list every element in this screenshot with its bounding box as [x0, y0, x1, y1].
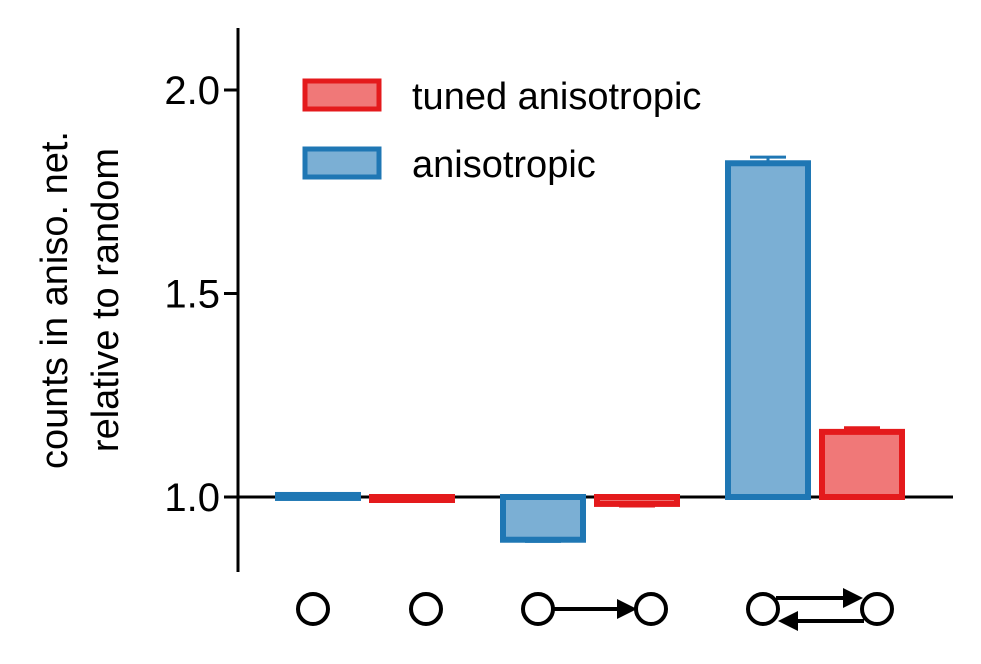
node-circle: [521, 592, 555, 626]
tuned-anisotropic-bar-2: [594, 494, 680, 507]
legend-swatch-0: [302, 78, 382, 112]
anisotropic-bar-3: [725, 160, 811, 500]
arrow-head: [617, 599, 637, 619]
node-circle: [634, 592, 668, 626]
arrow-head-back: [778, 611, 798, 631]
plot-area: 1.0 1.5 2.0 tuned anisotropic anisotropic: [164, 28, 953, 631]
arrow-head-forward: [843, 588, 863, 608]
reciprocal-connection-icon: [746, 588, 894, 631]
legend-label-0: tuned anisotropic: [412, 76, 701, 118]
y-tick-label-0: 1.0: [164, 476, 220, 520]
y-axis-title-line-2: relative to random: [85, 148, 127, 452]
tuned-anisotropic-bar-3: [819, 428, 905, 501]
anisotropic-bar-2: [500, 494, 586, 543]
node-circle: [746, 592, 780, 626]
node-circle: [409, 592, 443, 626]
y-tick-label-2: 2.0: [164, 69, 220, 113]
legend-swatch-1: [302, 146, 382, 180]
y-axis-title-line-1: counts in aniso. net.: [34, 131, 76, 469]
anisotropic-bar-0: [275, 491, 361, 501]
legend-label-1: anisotropic: [412, 144, 596, 186]
y-tick-label-1: 1.5: [164, 273, 220, 317]
one-way-connection-icon: [521, 592, 668, 626]
tuned-anisotropic-bar-1: [369, 494, 455, 503]
single-node-icon: [296, 592, 330, 626]
two-unconnected-nodes-icon: [409, 592, 443, 626]
node-circle: [296, 592, 330, 626]
node-circle: [860, 592, 894, 626]
